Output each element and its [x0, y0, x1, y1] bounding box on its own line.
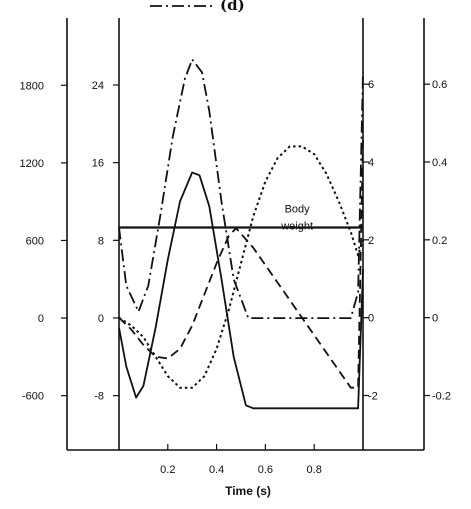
tick-label-y1: -600 — [22, 391, 44, 403]
tick-label-y1: 1200 — [20, 158, 44, 170]
annotation-text: Body — [285, 203, 311, 215]
series-line-solid — [118, 171, 364, 410]
tick-label-y2: 8 — [98, 235, 104, 247]
tick-label-y4: 0.2 — [432, 235, 447, 247]
tick-label-y3: 6 — [368, 79, 374, 91]
tick-label-y2: 16 — [92, 158, 104, 170]
x-tick-label: 0.6 — [258, 464, 273, 476]
x-tick-label: 0.2 — [160, 464, 175, 476]
tick-label-y3: 0 — [368, 313, 374, 325]
tick-label-y4: 0.6 — [432, 79, 447, 91]
tick-label-y4: -0.2 — [432, 391, 451, 403]
tick-label-y4: 0.4 — [432, 157, 447, 169]
tick-label-y3: -2 — [368, 391, 378, 403]
x-tick-label: 0.8 — [307, 464, 322, 476]
tick-label-y3: 2 — [368, 235, 374, 247]
legend-label: (d) — [220, 0, 245, 14]
series-line-dash-dot — [118, 58, 364, 319]
tick-label-y1: 600 — [26, 235, 44, 247]
tick-label-y3: 4 — [368, 157, 374, 169]
tick-label-y2: 24 — [92, 80, 104, 92]
tick-label-y1: 1800 — [20, 80, 44, 92]
x-tick-label: 0.4 — [209, 464, 224, 476]
x-axis-title: Time (s) — [225, 484, 271, 498]
tick-label-y2: -8 — [94, 391, 104, 403]
series-line-dotted — [118, 145, 364, 389]
tick-label-y4: 0 — [432, 313, 438, 325]
tick-label-y2: 0 — [98, 313, 104, 325]
tick-label-y1: 0 — [38, 313, 44, 325]
annotation-text: weight — [280, 220, 313, 232]
